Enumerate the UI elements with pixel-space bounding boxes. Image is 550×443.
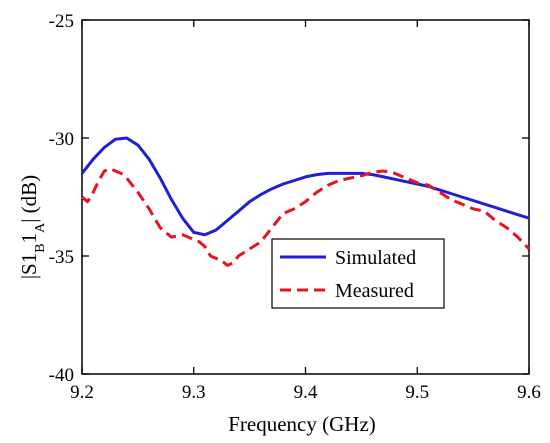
- x-tick-label: 9.3: [182, 382, 206, 403]
- axis-ticks: [81, 19, 530, 375]
- legend-box: [271, 238, 445, 309]
- y-axis-title-part: 1: [17, 233, 41, 244]
- x-axis-title: Frequency (GHz): [228, 412, 376, 436]
- series-layer: [80, 136, 531, 267]
- x-tick-label: 9.5: [405, 382, 429, 403]
- y-axis-title-sub-b: B: [33, 243, 48, 252]
- x-tick-label: 9.2: [70, 382, 94, 403]
- y-axis-title-part: |S1: [17, 253, 41, 279]
- series-line-simulated: [80, 136, 530, 237]
- y-tick-label: -35: [49, 247, 74, 268]
- legend-label-simulated: Simulated: [335, 247, 416, 269]
- legend: Simulated Measured: [271, 238, 445, 309]
- legend-label-measured: Measured: [335, 280, 414, 302]
- x-tick-label: 9.6: [517, 382, 541, 403]
- y-tick-label: -40: [49, 365, 74, 386]
- y-axis-title: |S1B1A| (dB): [17, 175, 48, 279]
- axis-tick-labels: 9.2 9.3 9.4 9.5 9.6 -40 -35 -30 -25: [49, 11, 541, 403]
- y-axis-title-sub-a: A: [33, 222, 48, 233]
- y-tick-label: -30: [49, 129, 74, 150]
- y-tick-label: -25: [49, 11, 74, 32]
- y-axis-title-part: | (dB): [17, 175, 41, 223]
- x-tick-label: 9.4: [294, 382, 318, 403]
